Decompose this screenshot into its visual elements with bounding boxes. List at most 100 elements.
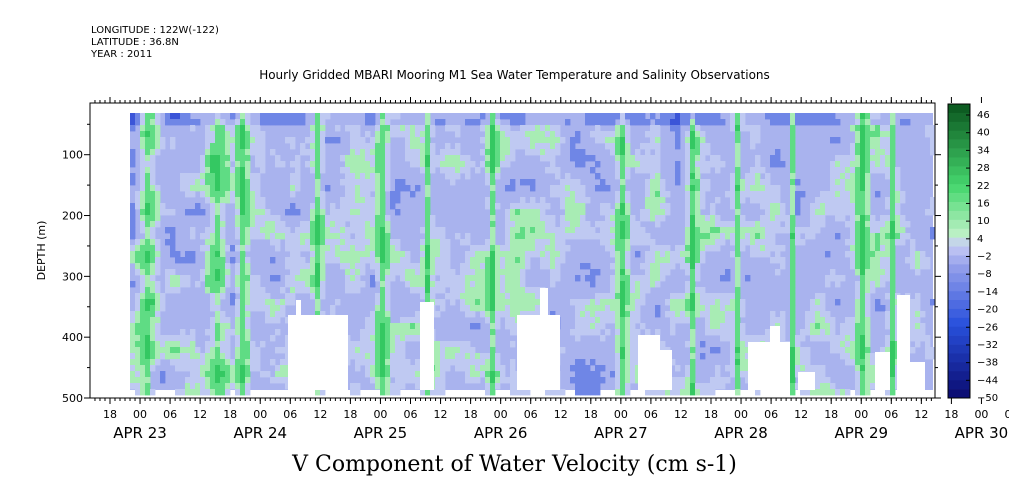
heatmap-cell (690, 341, 696, 348)
heatmap-cell (485, 155, 491, 162)
heatmap-cell (270, 359, 276, 366)
heatmap-cell (560, 221, 566, 228)
heatmap-cell (470, 257, 476, 264)
heatmap-cell (510, 143, 516, 150)
date-label: APR 24 (233, 424, 287, 442)
heatmap-cell (450, 359, 456, 366)
heatmap-cell (660, 203, 666, 210)
heatmap-cell (245, 245, 251, 252)
heatmap-cell (710, 383, 716, 390)
heatmap-cell (395, 323, 401, 330)
heatmap-cell (365, 257, 371, 264)
heatmap-cell (620, 227, 626, 234)
heatmap-cell (610, 221, 616, 228)
heatmap-cell (590, 389, 596, 396)
heatmap-cell (395, 335, 401, 342)
heatmap-cell (380, 329, 386, 336)
heatmap-cell (830, 185, 836, 192)
heatmap-cell (415, 329, 421, 336)
heatmap-cell (625, 209, 631, 216)
heatmap-cell (510, 227, 516, 234)
heatmap-cell (240, 293, 246, 300)
heatmap-cell (235, 227, 241, 234)
heatmap-cell (655, 191, 661, 198)
heatmap-cell (710, 317, 716, 324)
heatmap-cell (155, 149, 161, 156)
heatmap-cell (535, 215, 541, 222)
heatmap-cell (620, 299, 626, 306)
heatmap-cell (475, 377, 481, 384)
heatmap-cell (545, 137, 551, 144)
heatmap-cell (765, 185, 771, 192)
heatmap-cell (290, 185, 296, 192)
heatmap-cell (435, 389, 441, 396)
heatmap-cell (205, 353, 211, 360)
missing-data-region (910, 362, 925, 390)
heatmap-cell (200, 245, 206, 252)
heatmap-cell (450, 125, 456, 132)
heatmap-cell (390, 359, 396, 366)
heatmap-cell (535, 245, 541, 252)
heatmap-cell (435, 359, 441, 366)
heatmap-cell (765, 203, 771, 210)
heatmap-cell (660, 245, 666, 252)
heatmap-cell (210, 353, 216, 360)
heatmap-cell (355, 383, 361, 390)
heatmap-cell (845, 173, 851, 180)
heatmap-cell (255, 185, 261, 192)
heatmap-cell (240, 269, 246, 276)
heatmap-cell (405, 131, 411, 138)
heatmap-cell (650, 167, 656, 174)
heatmap-cell (885, 155, 891, 162)
heatmap-cell (390, 365, 396, 372)
heatmap-cell (390, 239, 396, 246)
heatmap-cell (445, 149, 451, 156)
heatmap-cell (385, 323, 391, 330)
heatmap-cell (155, 317, 161, 324)
heatmap-cell (420, 143, 426, 150)
x-tick-label: 00 (373, 408, 387, 421)
heatmap-cell (620, 263, 626, 270)
heatmap-cell (400, 269, 406, 276)
heatmap-cell (205, 365, 211, 372)
heatmap-cell (560, 137, 566, 144)
heatmap-cell (565, 203, 571, 210)
heatmap-cell (675, 131, 681, 138)
heatmap-cell (890, 167, 896, 174)
heatmap-cell (685, 209, 691, 216)
heatmap-cell (295, 113, 301, 120)
heatmap-cell (865, 221, 871, 228)
heatmap-cell (450, 269, 456, 276)
heatmap-cell (475, 275, 481, 282)
heatmap-cell (500, 113, 506, 120)
heatmap-cell (870, 149, 876, 156)
heatmap-cell (145, 131, 151, 138)
heatmap-cell (865, 335, 871, 342)
heatmap-cell (835, 119, 841, 126)
heatmap-cell (140, 203, 146, 210)
heatmap-cell (825, 329, 831, 336)
heatmap-cell (610, 119, 616, 126)
heatmap-cell (485, 305, 491, 312)
heatmap-cell (830, 113, 836, 120)
heatmap-cell (650, 203, 656, 210)
heatmap-cell (380, 209, 386, 216)
heatmap-cell (475, 353, 481, 360)
heatmap-cell (900, 221, 906, 228)
heatmap-cell (590, 305, 596, 312)
heatmap-cell (150, 125, 156, 132)
heatmap-cell (620, 233, 626, 240)
heatmap-cell (715, 323, 721, 330)
colorbar-label: 46 (977, 110, 990, 121)
x-tick-label: 06 (644, 408, 658, 421)
heatmap-cell (700, 239, 706, 246)
heatmap-cell (145, 311, 151, 318)
heatmap-cell (485, 251, 491, 258)
colorbar-bin (948, 184, 970, 194)
heatmap-cell (245, 365, 251, 372)
heatmap-cell (870, 383, 876, 390)
heatmap-cell (315, 257, 321, 264)
heatmap-cell (705, 383, 711, 390)
heatmap-cell (365, 359, 371, 366)
heatmap-cell (235, 149, 241, 156)
